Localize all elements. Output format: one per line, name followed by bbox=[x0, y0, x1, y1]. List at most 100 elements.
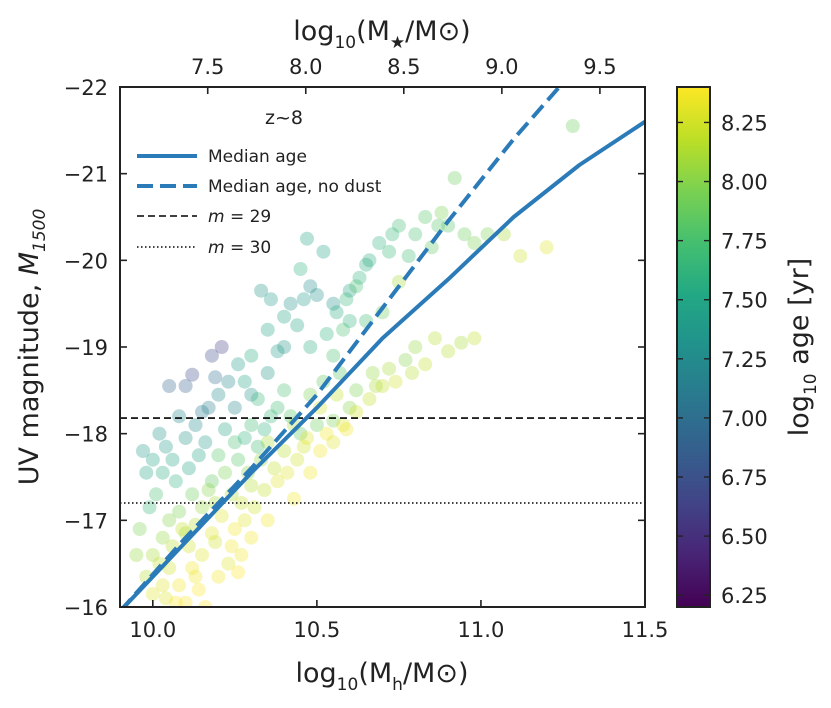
scatter-point bbox=[172, 578, 187, 593]
scatter-point bbox=[418, 357, 433, 372]
scatter-point bbox=[198, 600, 213, 607]
x-tick-label: 10.5 bbox=[293, 618, 340, 642]
scatter-point bbox=[204, 348, 219, 363]
scatter-point bbox=[214, 509, 229, 523]
magnitude-limit-lines bbox=[120, 417, 645, 504]
scatter-point bbox=[136, 444, 150, 458]
colorbar-ticks: 6.25 6.50 6.75 7.00 7.25 7.50 7.75 8.00 8.25 bbox=[677, 111, 768, 608]
scatter-point bbox=[441, 344, 456, 359]
scatter-point bbox=[277, 444, 292, 458]
scatter-point bbox=[434, 205, 449, 220]
scatter-point bbox=[231, 357, 246, 372]
scatter-point bbox=[231, 452, 246, 467]
scatter-point bbox=[398, 353, 413, 367]
scatter-point bbox=[418, 210, 433, 224]
scatter-point bbox=[447, 171, 462, 185]
colorbar-tick-label: 6.75 bbox=[721, 466, 768, 490]
scatter-point bbox=[244, 478, 259, 493]
colorbar-gradient bbox=[676, 86, 711, 608]
colorbar-tick-label: 8.25 bbox=[721, 111, 768, 135]
scatter-point bbox=[152, 426, 167, 441]
scatter-point bbox=[277, 340, 292, 354]
scatter-point bbox=[155, 578, 170, 593]
x-axis-label: log10(Mh/M⊙) bbox=[296, 658, 469, 695]
scatter-point bbox=[280, 465, 295, 480]
scatter-point bbox=[263, 409, 278, 424]
scatter-point bbox=[231, 565, 246, 580]
scatter-point bbox=[336, 322, 351, 337]
scatter-point bbox=[277, 309, 292, 324]
median-age-lines bbox=[121, 87, 645, 607]
scatter-point bbox=[260, 513, 275, 528]
scatter-point bbox=[513, 249, 528, 263]
scatter-point bbox=[149, 487, 164, 502]
scatter-point bbox=[352, 270, 367, 285]
scatter-point bbox=[277, 383, 292, 398]
scatter-point bbox=[221, 556, 236, 571]
scatter-point bbox=[405, 366, 419, 380]
scatter-point bbox=[263, 292, 278, 307]
scatter-point bbox=[296, 292, 311, 307]
scatter-point bbox=[260, 366, 275, 380]
top-x-tick-label: 9.5 bbox=[583, 55, 616, 79]
scatter-point bbox=[247, 500, 262, 515]
scatter-point bbox=[326, 296, 341, 311]
scatter-point bbox=[158, 591, 173, 606]
scatter-point bbox=[267, 461, 282, 476]
scatter-point bbox=[300, 431, 314, 445]
scatter-point bbox=[283, 296, 298, 311]
colorbar-tick-label: 6.25 bbox=[721, 584, 768, 608]
top-x-tick-label: 7.5 bbox=[191, 55, 224, 79]
top-x-tick-label: 8.5 bbox=[387, 55, 420, 79]
scatter-point bbox=[270, 474, 285, 489]
scatter-point bbox=[178, 379, 193, 393]
x-tick-label: 10.0 bbox=[129, 618, 176, 642]
legend: z~8 Median age Median age, no dust m = 2… bbox=[137, 107, 382, 258]
scatter-point bbox=[158, 439, 173, 454]
scatter-point bbox=[237, 513, 252, 528]
scatter-point bbox=[208, 370, 223, 385]
colorbar-tick-label: 6.50 bbox=[721, 525, 768, 549]
scatter-point bbox=[539, 240, 554, 255]
scatter-point bbox=[254, 283, 269, 298]
scatter-point bbox=[218, 422, 232, 437]
colorbar: 6.25 6.50 6.75 7.00 7.25 7.50 7.75 8.00 8.25 log… bbox=[676, 86, 821, 608]
scatter-point bbox=[290, 318, 305, 333]
scatter-point bbox=[382, 361, 397, 376]
y-tick-label: −21 bbox=[64, 163, 108, 187]
series-median-age bbox=[121, 120, 645, 607]
scatter-point bbox=[293, 262, 308, 276]
scatter-point bbox=[178, 595, 193, 607]
scatter-point bbox=[221, 374, 236, 389]
scatter-point bbox=[195, 548, 209, 562]
scatter-point bbox=[198, 435, 213, 450]
scatter-point bbox=[204, 526, 219, 541]
scatter-point bbox=[211, 387, 226, 402]
scatter-point bbox=[178, 431, 193, 445]
y-tick-label: −20 bbox=[64, 249, 108, 273]
scatter-point bbox=[319, 426, 334, 441]
scatter-point bbox=[313, 444, 328, 458]
scatter-point bbox=[467, 331, 482, 346]
colorbar-tick-label: 7.75 bbox=[721, 230, 768, 254]
scatter-point bbox=[188, 569, 203, 584]
scatter-point bbox=[224, 539, 239, 554]
scatter-point bbox=[208, 535, 223, 549]
top-x-axis-label: log10(M★/M⊙) bbox=[293, 16, 470, 53]
scatter-point bbox=[296, 439, 311, 454]
scatter-point bbox=[349, 383, 364, 398]
scatter-point bbox=[303, 340, 318, 354]
scatter-point bbox=[359, 257, 374, 272]
legend-label-median-age-no-dust: Median age, no dust bbox=[208, 177, 382, 197]
scatter-point bbox=[214, 340, 229, 354]
legend-label-m29: m = 29 bbox=[208, 207, 271, 227]
scatter-point bbox=[250, 392, 265, 406]
scatter-point bbox=[431, 218, 446, 233]
scatter-point bbox=[362, 253, 377, 268]
scatter-point bbox=[237, 374, 252, 389]
scatter-point bbox=[342, 314, 357, 328]
scatter-point bbox=[388, 374, 403, 389]
y-tick-label: −17 bbox=[64, 509, 108, 533]
scatter-point bbox=[368, 379, 383, 393]
scatter-point bbox=[185, 487, 200, 502]
